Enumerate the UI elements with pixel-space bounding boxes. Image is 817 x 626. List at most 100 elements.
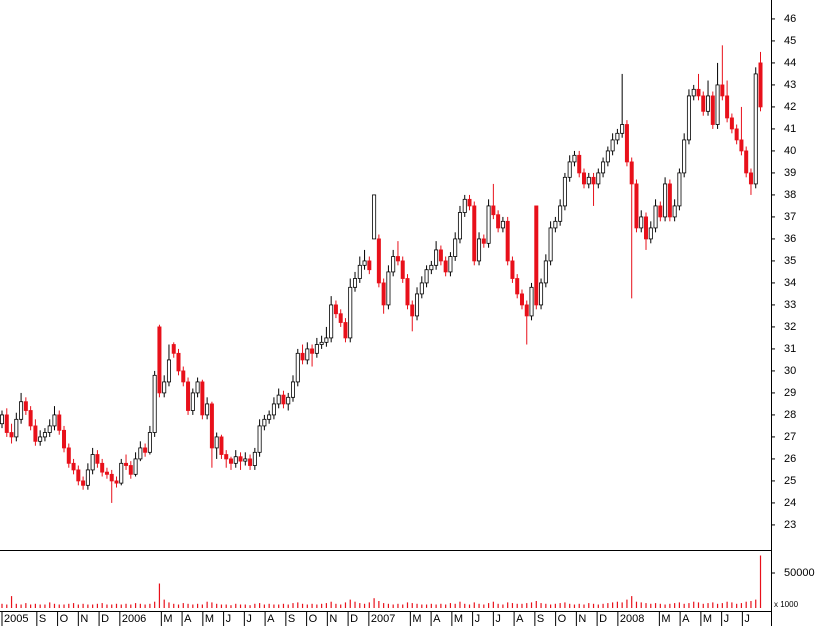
x-tick-label: A bbox=[682, 613, 690, 625]
candle-body bbox=[252, 451, 257, 466]
candle-body bbox=[415, 293, 420, 317]
y-tick-label: 45 bbox=[784, 35, 796, 47]
x-tick-label: M bbox=[454, 613, 463, 625]
candle-body bbox=[610, 139, 615, 152]
candle-body bbox=[205, 403, 210, 416]
candle-body bbox=[343, 322, 348, 339]
candle-body bbox=[419, 282, 424, 295]
candle-body bbox=[319, 341, 324, 345]
candle-body bbox=[243, 458, 248, 462]
candle-body bbox=[706, 95, 711, 112]
candle-body bbox=[744, 150, 749, 174]
x-tick-label: A bbox=[516, 613, 524, 625]
candle-body bbox=[66, 447, 71, 464]
candle-body bbox=[515, 278, 520, 295]
y-tick-label: 41 bbox=[784, 123, 796, 135]
candle-body bbox=[577, 154, 582, 174]
x-tick-label: S bbox=[39, 613, 46, 625]
x-tick-label: D bbox=[599, 613, 607, 625]
candle-body bbox=[367, 260, 372, 271]
candle-body bbox=[658, 205, 663, 218]
candle-body bbox=[171, 344, 176, 354]
candle-body bbox=[672, 205, 677, 218]
candle-body bbox=[725, 95, 730, 119]
y-tick-label: 36 bbox=[784, 233, 796, 245]
candle-body bbox=[62, 429, 67, 449]
y-tick-label: 43 bbox=[784, 79, 796, 91]
y-tick-label: 50000 bbox=[784, 567, 815, 579]
x-tick-label: J bbox=[495, 613, 501, 625]
candle-body bbox=[362, 260, 367, 266]
x-tick-label: 2008 bbox=[620, 613, 644, 625]
x-tick-label: J bbox=[724, 613, 730, 625]
candle-body bbox=[739, 139, 744, 152]
candle-body bbox=[267, 414, 272, 420]
candle-body bbox=[629, 161, 634, 185]
candle-body bbox=[138, 447, 143, 460]
candle-body bbox=[295, 352, 300, 383]
candle-body bbox=[462, 198, 467, 213]
candle-body bbox=[157, 326, 162, 394]
candle-body bbox=[190, 392, 195, 411]
candle-body bbox=[104, 471, 109, 475]
candle-body bbox=[4, 414, 9, 433]
y-tick-label: 25 bbox=[784, 475, 796, 487]
candle-body bbox=[76, 469, 81, 482]
x-tick-label: N bbox=[578, 613, 586, 625]
candle-body bbox=[624, 124, 629, 163]
candle-body bbox=[186, 381, 191, 411]
candle-body bbox=[682, 139, 687, 174]
candle-body bbox=[357, 264, 362, 279]
y-tick-label: 38 bbox=[784, 189, 796, 201]
candle-body bbox=[644, 216, 649, 240]
candle-body bbox=[691, 88, 696, 97]
candle-body bbox=[720, 84, 725, 97]
candle-body bbox=[405, 278, 410, 306]
y-tick-label: 35 bbox=[784, 255, 796, 267]
y-tick-label: 28 bbox=[784, 409, 796, 421]
y-tick-label: 34 bbox=[784, 277, 796, 289]
candle-body bbox=[219, 436, 224, 455]
x-tick-label: O bbox=[309, 613, 318, 625]
y-tick-label: 31 bbox=[784, 343, 796, 355]
x-tick-label: 2006 bbox=[122, 613, 146, 625]
x-tick-label: J bbox=[475, 613, 481, 625]
candle-body bbox=[519, 293, 524, 306]
candle-body bbox=[615, 132, 620, 141]
candle-body bbox=[429, 264, 434, 271]
candle-body bbox=[734, 128, 739, 141]
candle-body bbox=[601, 161, 606, 174]
x-tick-label: M bbox=[661, 613, 670, 625]
candle-body bbox=[453, 238, 458, 257]
candle-body bbox=[710, 95, 715, 125]
candle-body bbox=[338, 313, 343, 323]
candle-body bbox=[376, 238, 381, 284]
candle-body bbox=[424, 269, 429, 284]
candle-body bbox=[677, 172, 682, 207]
x-tick-label: A bbox=[267, 613, 275, 625]
candle-body bbox=[224, 454, 229, 460]
x-tick-label: J bbox=[226, 613, 232, 625]
candle-body bbox=[438, 249, 443, 262]
candle-body bbox=[729, 117, 734, 130]
y-tick-label: 26 bbox=[784, 453, 796, 465]
candle-body bbox=[596, 172, 601, 185]
candle-body bbox=[23, 401, 28, 411]
x-tick-label: S bbox=[537, 613, 544, 625]
candle-body bbox=[696, 88, 701, 97]
candle-body bbox=[95, 454, 100, 464]
candle-body bbox=[310, 348, 315, 354]
y-tick-label: 27 bbox=[784, 431, 796, 443]
candle-body bbox=[81, 480, 86, 486]
y-tick-label: 39 bbox=[784, 167, 796, 179]
candle-body bbox=[534, 205, 539, 306]
x-tick-label: S bbox=[288, 613, 295, 625]
candle-body bbox=[291, 381, 296, 398]
x-tick-label: D bbox=[350, 613, 358, 625]
candle-body bbox=[128, 465, 133, 475]
candle-body bbox=[529, 286, 534, 317]
candle-body bbox=[0, 414, 5, 425]
x-tick-label: A bbox=[433, 613, 441, 625]
